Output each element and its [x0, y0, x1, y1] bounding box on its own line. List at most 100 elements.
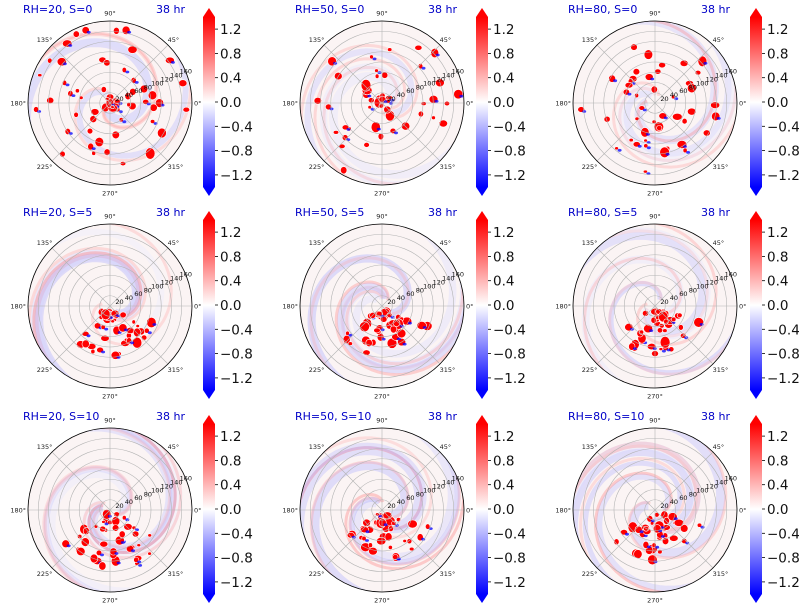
colorbar-gradient: [750, 220, 762, 390]
radial-tick-label: 100: [423, 79, 435, 87]
convective-cell: [438, 119, 448, 128]
spiral-band: [628, 428, 726, 558]
angular-grid-line: [109, 102, 169, 162]
angular-tick-label: 180°: [282, 100, 298, 108]
colorbar-gradient: [203, 17, 215, 187]
downdraft-cell: [138, 564, 143, 567]
radial-tick-label: 40: [397, 498, 405, 506]
field-anomaly-layer: [300, 428, 464, 592]
radial-tick-label: 40: [125, 91, 133, 99]
angular-tick-label: 0°: [194, 507, 201, 515]
spiral-band: [28, 246, 147, 360]
colorbar-tick-label: 0.0: [493, 502, 514, 518]
radial-tick-label: 140: [170, 275, 182, 283]
angular-grid-line: [654, 44, 714, 104]
colorbar-extend-min: [203, 390, 215, 399]
downdraft-cell: [100, 553, 104, 557]
convective-cell: [59, 150, 66, 158]
colorbar-tick-label: 1.2: [767, 225, 788, 241]
angular-tick-label: 315°: [168, 570, 184, 578]
angular-grid-line: [654, 509, 714, 569]
convective-cell: [402, 539, 407, 543]
convective-cell: [384, 532, 393, 542]
colorbar-tick-label: 0.8: [493, 46, 514, 62]
radial-tick-label: 160: [725, 475, 737, 483]
radial-tick-label: 40: [125, 498, 133, 506]
convective-cell: [74, 88, 80, 94]
polar-panel: 0°45°90°135°180°225°270°315°20 40 60 80 1001…: [10, 3, 201, 198]
convective-cell: [634, 116, 640, 121]
angular-tick-label: 45°: [713, 239, 725, 247]
angular-tick-label: 315°: [440, 570, 456, 578]
colorbar-tick-label: 1.2: [767, 22, 788, 38]
convective-cell: [673, 518, 685, 527]
downdraft-cell: [642, 108, 647, 112]
downdraft-cell: [650, 77, 655, 81]
convective-cell: [643, 138, 648, 143]
colorbar-tick-label: 0.0: [220, 298, 241, 314]
angular-tick-label: 180°: [555, 100, 571, 108]
colorbar-tick-label: 0.4: [493, 71, 514, 87]
colorbar-extend-max: [203, 415, 215, 424]
downdraft-cell: [62, 62, 67, 66]
panel-title: RH=80, S=0: [568, 3, 637, 16]
convective-cell: [111, 130, 120, 140]
colorbar-extend-max: [476, 8, 488, 17]
colorbar-tick-label: 0.8: [220, 249, 241, 265]
convective-cell: [697, 55, 708, 67]
convective-cell: [656, 327, 664, 334]
angular-tick-label: 180°: [555, 507, 571, 515]
convective-cell: [603, 115, 611, 123]
convective-cell: [407, 519, 418, 529]
convective-cell: [669, 534, 679, 542]
spiral-band: [341, 257, 464, 369]
colorbar-extend-min: [476, 390, 488, 399]
colorbar-tick-label: 1.2: [493, 22, 514, 38]
angular-tick-label: 135°: [582, 239, 598, 247]
field-anomaly-layer: [577, 21, 737, 176]
spiral-band: [300, 43, 419, 158]
angular-grid-line: [109, 451, 169, 511]
convective-cell: [696, 522, 703, 528]
downdraft-cell: [645, 132, 650, 136]
convective-cell: [77, 534, 83, 539]
polar-frame: [299, 427, 465, 593]
spiral-band: [583, 256, 683, 388]
convective-cell: [86, 127, 94, 135]
downdraft-cell: [104, 327, 109, 331]
convective-cell: [157, 127, 167, 139]
colorbar-tick-label: 0.0: [767, 502, 788, 518]
colorbar-gradient: [203, 220, 215, 390]
downdraft-cell: [637, 144, 642, 148]
radial-tick-label: 80: [689, 286, 697, 294]
spiral-band: [352, 224, 457, 358]
angular-tick-label: 0°: [739, 507, 746, 515]
colorbar: 1.2 0.8 0.4 0.0 −0.4 −0.8 −1.2: [203, 211, 253, 399]
angular-grid-line: [381, 305, 441, 365]
convective-cell: [657, 549, 663, 555]
colorbar-extend-max: [476, 415, 488, 424]
spiral-band: [573, 448, 694, 566]
colorbar-tick-label: −0.4: [220, 322, 253, 338]
downdraft-cell: [649, 329, 654, 332]
radial-tick-label: 120: [433, 483, 445, 491]
angular-grid-line: [654, 102, 714, 162]
downdraft-cell: [407, 321, 412, 325]
panel-title: RH=50, S=5: [295, 206, 364, 219]
angular-tick-label: 135°: [309, 239, 325, 247]
radial-tick-label: 100: [696, 282, 708, 290]
polar-panel: 0°45°90°135°180°225°270°315°20 40 60 80 1001…: [282, 206, 473, 401]
convective-cell: [614, 146, 619, 151]
angular-tick-label: 270°: [374, 190, 390, 198]
colorbar-gradient: [203, 424, 215, 594]
radial-tick-label: 20: [115, 298, 123, 306]
downdraft-cell: [396, 337, 401, 341]
convective-cell: [417, 110, 424, 118]
convective-cell: [136, 543, 142, 547]
angular-tick-label: 225°: [309, 366, 325, 374]
colorbar-extend-max: [203, 8, 215, 17]
convective-cell: [687, 107, 697, 116]
convective-cell: [654, 68, 662, 75]
radial-tick-label: 120: [706, 279, 718, 287]
angular-tick-label: 180°: [282, 507, 298, 515]
